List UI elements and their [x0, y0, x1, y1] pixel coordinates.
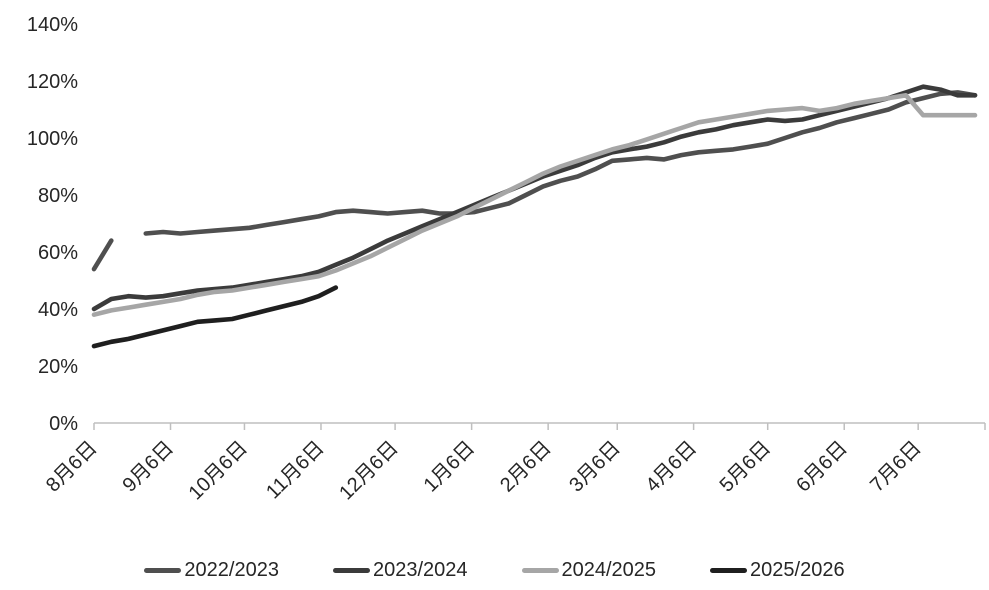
- series-line-2025-2026: [91, 285, 339, 349]
- legend-swatch-2022-2023: [144, 568, 182, 573]
- y-axis-label: 20%: [38, 356, 78, 378]
- legend-item-2023-2024[interactable]: 2023/2024: [332, 559, 468, 582]
- chart-legend: 2022/2023 2023/2024 2024/2025 2025/2026: [0, 559, 989, 582]
- legend-swatch-2024-2025: [521, 568, 559, 573]
- series-line-2024-2025: [91, 93, 978, 318]
- x-axis-label: 10月6日: [185, 437, 252, 504]
- x-axis-label: 6月6日: [792, 437, 852, 497]
- y-axis-label: 80%: [38, 185, 78, 207]
- y-axis-label: 120%: [27, 71, 78, 93]
- x-axis-label: 1月6日: [420, 437, 480, 497]
- legend-swatch-2023-2024: [332, 568, 370, 573]
- legend-item-2022-2023[interactable]: 2022/2023: [144, 559, 279, 582]
- y-axis-label: 40%: [38, 299, 78, 321]
- x-axis-label: 11月6日: [262, 437, 328, 503]
- x-axis-label: 8月6日: [42, 437, 102, 497]
- series-line-2022-2023: [91, 238, 114, 272]
- y-axis-label: 0%: [49, 413, 78, 435]
- legend-label-2023-2024: 2023/2024: [372, 559, 468, 581]
- y-axis-label: 100%: [27, 128, 78, 150]
- y-axis-label: 140%: [27, 14, 78, 36]
- x-axis-label: 3月6日: [565, 437, 625, 497]
- x-axis-label: 12月6日: [335, 437, 402, 504]
- legend-item-2025-2026[interactable]: 2025/2026: [710, 559, 845, 582]
- legend-swatch-2025-2026: [710, 568, 748, 573]
- chart-svg: 0%20%40%60%80%100%120%140%8月6日 9月6日 10月6日 1…: [27, 14, 986, 504]
- x-axis-label: 5月6日: [716, 437, 776, 497]
- x-axis-label: 9月6日: [118, 437, 178, 497]
- legend-label-2022-2023: 2022/2023: [184, 559, 279, 581]
- x-axis-label: 2月6日: [496, 437, 556, 497]
- series-line-2022-2023: [143, 90, 978, 236]
- legend-item-2024-2025[interactable]: 2024/2025: [521, 559, 657, 582]
- x-axis-label: 4月6日: [642, 437, 702, 497]
- x-axis-label: 7月6日: [866, 437, 926, 497]
- legend-label-2024-2025: 2024/2025: [561, 559, 657, 581]
- legend-label-2025-2026: 2025/2026: [750, 559, 845, 581]
- y-axis-label: 60%: [38, 242, 78, 264]
